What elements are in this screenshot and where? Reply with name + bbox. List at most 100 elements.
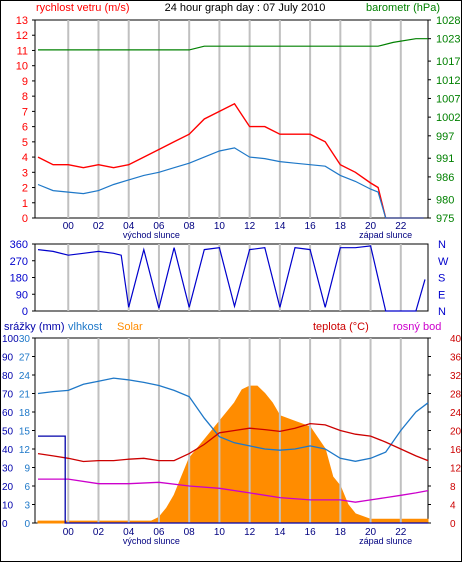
baro-tick-1002: 1002 (436, 112, 460, 124)
wind-tick-11: 11 (17, 45, 28, 57)
rain-tick-50: 50 (2, 427, 14, 438)
rain-tick-20: 20 (2, 482, 14, 493)
wind-tick-5: 5 (22, 137, 28, 149)
rain-tick-0: 0 (2, 519, 8, 530)
temp-tick-40: 40 (450, 334, 462, 345)
wind-tick-1: 1 (22, 198, 28, 210)
panel3-sunrise-label: východ slunce (123, 536, 180, 546)
solar-axis-title: Solar (117, 321, 143, 333)
panel1-xtick-14: 14 (274, 221, 286, 232)
rain-tick-60: 60 (2, 408, 14, 419)
panel1-wind-line (37, 147, 424, 219)
compass-0: N (438, 239, 446, 251)
panel3-xtick-12: 12 (244, 527, 256, 538)
panel2-direction-line (37, 245, 426, 312)
temp-tick-24: 24 (450, 408, 462, 419)
hum-tick-27: 27 (19, 353, 31, 364)
chart-title: 24 hour graph day : 07 July 2010 (165, 2, 326, 14)
temp-tick-36: 36 (450, 353, 462, 364)
panel1-xtick-20: 20 (365, 221, 377, 232)
compass-4: N (438, 306, 446, 318)
panel1-xtick-12: 12 (244, 221, 256, 232)
wind-tick-10: 10 (16, 61, 28, 73)
panel1-xtick-08: 08 (184, 221, 196, 232)
solar-area (37, 385, 429, 524)
rain-tick-80: 80 (2, 371, 14, 382)
rain-tick-100: 100 (2, 334, 19, 345)
hum-tick-30: 30 (19, 334, 31, 345)
wind-tick-7: 7 (22, 106, 28, 118)
temp-tick-20: 20 (450, 427, 462, 438)
rain-tick-10: 10 (2, 501, 14, 512)
wind-tick-9: 9 (22, 76, 28, 88)
wind-tick-2: 2 (22, 183, 28, 195)
wind-tick-6: 6 (22, 122, 28, 134)
panel1-xtick-22: 22 (395, 221, 407, 232)
rain-tick-90: 90 (2, 353, 14, 364)
panel1-gust-line (37, 102, 424, 219)
dir-tick-180: 180 (10, 273, 28, 285)
panel1-sunset-label: západ slunce (359, 230, 412, 240)
temp-tick-28: 28 (450, 390, 462, 401)
panel3-xtick-04: 04 (123, 527, 135, 538)
compass-3: E (438, 289, 445, 301)
rain-axis-title: srážky (mm) (4, 321, 65, 333)
wind-tick-13: 13 (16, 15, 28, 27)
panel3-rain-line (38, 435, 428, 524)
panel1-xtick-10: 10 (214, 221, 226, 232)
hum-axis-title: vlhkost (68, 321, 102, 333)
panel3-xtick-10: 10 (214, 527, 226, 538)
panel1-xtick-02: 02 (93, 221, 105, 232)
dir-tick-360: 360 (10, 239, 28, 251)
panel3-xtick-20: 20 (365, 527, 377, 538)
panel3-xtick-16: 16 (305, 527, 317, 538)
dir-tick-0: 0 (22, 306, 28, 318)
baro-tick-1028: 1028 (436, 15, 460, 27)
hum-tick-0: 0 (24, 519, 30, 530)
baro-tick-980: 980 (436, 194, 454, 206)
baro-tick-1007: 1007 (436, 93, 460, 105)
hum-tick-6: 6 (24, 482, 30, 493)
panel3-temp-line (37, 422, 429, 463)
panel1-sunrise-label: východ slunce (123, 230, 180, 240)
panel2-plot-area (34, 243, 429, 312)
wind-tick-8: 8 (22, 91, 28, 103)
temp-tick-8: 8 (450, 482, 456, 493)
compass-2: S (438, 273, 445, 285)
dir-tick-270: 270 (10, 256, 28, 268)
temp-tick-32: 32 (450, 371, 462, 382)
wind-tick-4: 4 (22, 152, 28, 164)
baro-tick-991: 991 (436, 153, 454, 165)
panel3-xtick-06: 06 (153, 527, 165, 538)
temp-tick-4: 4 (450, 501, 456, 512)
panel3-xtick-18: 18 (335, 527, 347, 538)
panel3-xtick-00: 00 (63, 527, 75, 538)
wind-tick-12: 12 (16, 30, 28, 42)
temp-tick-0: 0 (450, 519, 456, 530)
baro-tick-986: 986 (436, 172, 454, 184)
panel3-sunset-label: západ slunce (359, 536, 412, 546)
baro-tick-1012: 1012 (436, 75, 460, 87)
baro-tick-975: 975 (436, 213, 454, 225)
baro-tick-1017: 1017 (436, 56, 460, 68)
hum-tick-9: 9 (24, 464, 30, 475)
panel1-xtick-18: 18 (335, 221, 347, 232)
rain-tick-30: 30 (2, 464, 14, 475)
hum-tick-18: 18 (19, 408, 31, 419)
panel1-xtick-00: 00 (63, 221, 75, 232)
panel1-xtick-06: 06 (153, 221, 165, 232)
panel3-dew-line (38, 478, 429, 503)
panel1-xtick-16: 16 (305, 221, 317, 232)
hum-tick-24: 24 (19, 371, 31, 382)
wind-tick-0: 0 (22, 213, 28, 225)
baro-axis-title: barometr (hPa) (366, 2, 440, 14)
dew-axis-title: rosný bod (393, 321, 441, 333)
baro-tick-1023: 1023 (436, 34, 460, 46)
hum-tick-15: 15 (19, 427, 31, 438)
temp-tick-16: 16 (450, 445, 462, 456)
rain-tick-40: 40 (2, 445, 14, 456)
compass-1: W (438, 256, 449, 268)
rain-tick-70: 70 (2, 390, 14, 401)
